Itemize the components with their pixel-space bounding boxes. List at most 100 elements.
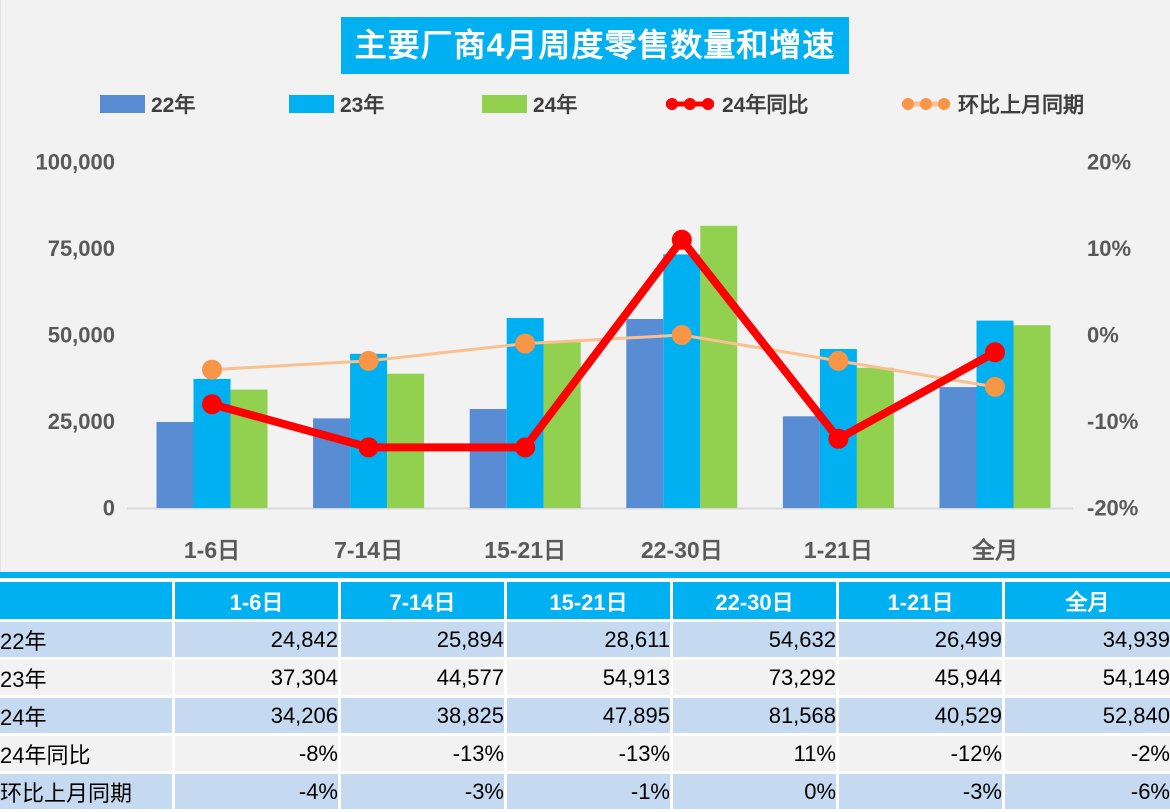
x-axis-label: 全月 [971,537,1018,563]
y-axis-tick-right: 0% [1087,323,1119,348]
legend-item: 23年 [289,92,385,117]
line-marker [358,350,379,371]
legend-label: 24年 [533,94,578,117]
line-marker [202,394,222,415]
y-axis-tick-left: 25,000 [48,409,115,434]
data-table: 1-6日 7-14日 15-21日 22-30日 1-21日 全月 22年 24,842 25… [0,579,1170,812]
chart-legend: 22年 23年 24年 24年同比 环比上月同期 [1,92,1170,118]
table-cell: 47,895 [504,698,670,733]
bar [350,353,388,508]
table-header-cell: 22-30日 [670,582,836,619]
table-header-cell: 全月 [1002,582,1170,619]
line-marker [358,437,379,458]
row-label: 22年 [0,622,172,657]
row-label: 环比上月同期 [0,774,172,809]
series-line [208,235,999,452]
table-top-strip [0,572,1170,578]
table-row: 24年同比 -8% -13% -13% 11% -12% -2% [0,736,1170,771]
chart-title: 主要厂商4月周度零售数量和增速 [341,17,849,74]
table-header-cell: 1-6日 [172,582,338,619]
x-axis-label: 15-21日 [484,537,566,563]
table-cell: 26,499 [836,622,1002,657]
legend-label: 24年同比 [722,94,809,117]
x-axis-label: 22-30日 [641,537,723,563]
table-cell: -12% [836,736,1002,771]
bar [663,254,701,508]
legend-swatch-icon [100,95,145,113]
line-marker [202,359,222,380]
table-row: 24年 34,206 38,825 47,895 81,568 40,529 52,840 [0,698,1170,733]
line-marker [985,376,1005,397]
legend-line-marker-icon [902,98,950,110]
table-cell: 25,894 [338,622,504,657]
table-cell: -4% [172,774,338,809]
table-header-cell: 7-14日 [338,582,504,619]
table-cell: -6% [1002,774,1170,809]
table-header: 1-6日 7-14日 15-21日 22-30日 1-21日 全月 [0,582,1170,619]
table-cell: 44,577 [338,660,504,695]
table-cell: 73,292 [670,660,836,695]
table-cell: 45,944 [836,660,1002,695]
line-marker [515,333,536,354]
table-cell: -8% [172,736,338,771]
table-cell: -3% [338,774,504,809]
legend-label: 环比上月同期 [958,94,1084,117]
table-row: 环比上月同期 -4% -3% -1% 0% -3% -6% [0,774,1170,809]
table-cell: 54,149 [1002,660,1170,695]
bar [387,373,425,508]
table-cell: 52,840 [1002,698,1170,733]
bar [939,387,977,508]
table-cell: 54,913 [504,660,670,695]
legend-item: 环比上月同期 [900,92,1084,117]
table-cell: 0% [670,774,836,809]
legend-item: 24年 [482,92,578,117]
y-axis-tick-right: -10% [1087,409,1138,434]
y-axis-tick-left: 100,000 [35,150,115,175]
y-axis-tick-right: -20% [1087,496,1138,521]
table-cell: -13% [504,736,670,771]
table-cell: 37,304 [172,660,338,695]
row-label: 24年 [0,698,172,733]
bar [782,416,820,508]
x-axis-label: 1-21日 [804,537,873,563]
table-cell: -13% [338,736,504,771]
table-header-row: 1-6日 7-14日 15-21日 22-30日 1-21日 全月 [0,582,1170,619]
table-cell: 34,206 [172,698,338,733]
table-cell: -1% [504,774,670,809]
line-marker [828,428,849,449]
legend-label: 23年 [340,94,385,117]
row-label: 23年 [0,660,172,695]
table-cell: -3% [836,774,1002,809]
line-marker [671,325,692,345]
y-axis-tick-right: 10% [1087,236,1131,261]
bar [469,409,507,508]
table-cell: 28,611 [504,622,670,657]
legend-swatch-icon [482,95,527,113]
y-axis-tick-left: 50,000 [48,323,115,348]
bar [626,319,664,508]
table-cell: 34,939 [1002,622,1170,657]
table-row: 23年 37,304 44,577 54,913 73,292 45,944 54,149 [0,660,1170,695]
table-cell: -2% [1002,736,1170,771]
line-marker [985,342,1005,363]
legend-swatch-icon [289,95,334,113]
table-header-cell: 1-21日 [836,582,1002,619]
table-cell: 24,842 [172,622,338,657]
bar [156,422,194,508]
row-label: 24年同比 [0,736,172,771]
legend-line-marker-icon [666,98,714,110]
table-header-cell: 15-21日 [504,582,670,619]
y-axis-tick-right: 20% [1087,150,1131,175]
chart-panel: 主要厂商4月周度零售数量和增速 22年 23年 24年 24年同比 环比上月同期 100… [0,0,1170,572]
combo-chart: 100,000 75,000 50,000 25,000 0 20% 10% 0% -10% -2… [35,150,1138,564]
legend-item: 22年 [100,92,196,117]
legend-label: 22年 [151,94,196,117]
y-axis-tick-left: 75,000 [48,236,115,261]
legend-item: 24年同比 [664,92,809,117]
table-cell: 38,825 [338,698,504,733]
table-cell: 81,568 [670,698,836,733]
table-cell: 40,529 [836,698,1002,733]
table-cell: 54,632 [670,622,836,657]
line-marker [515,437,536,458]
